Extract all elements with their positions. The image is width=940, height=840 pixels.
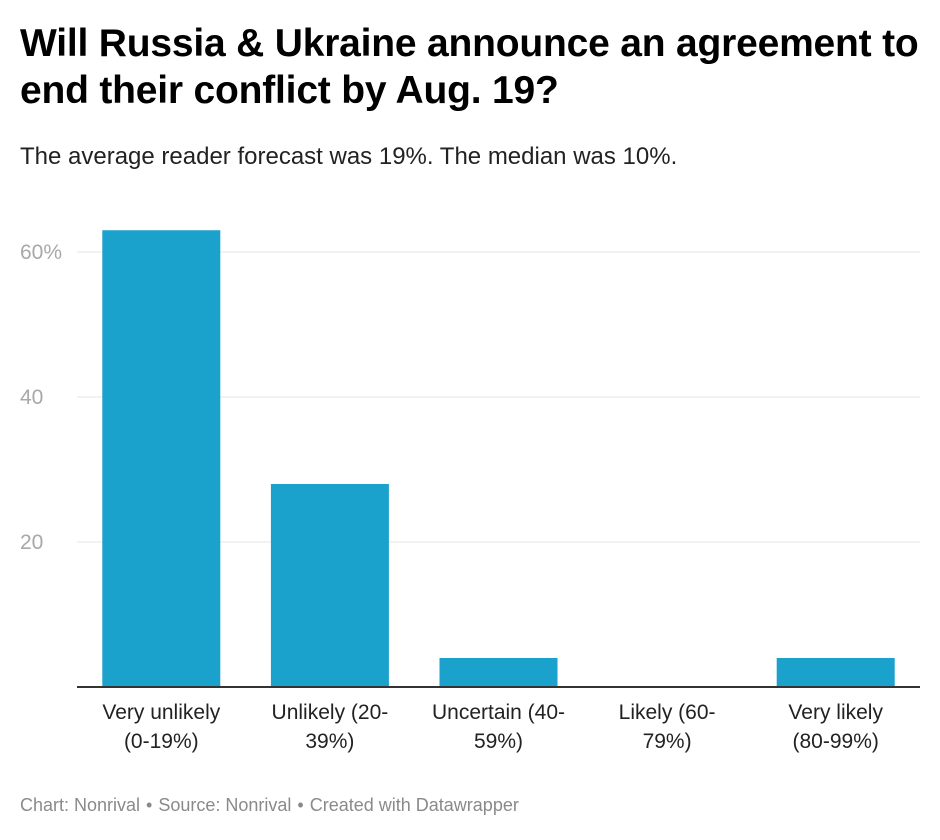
bar	[776, 658, 895, 687]
x-category-label: Very unlikely (0-19%)	[102, 701, 220, 753]
footer-chart-credit: Chart: Nonrival	[20, 795, 141, 815]
footer-separator: •	[146, 795, 153, 815]
chart-subtitle: The average reader forecast was 19%. The…	[20, 143, 678, 170]
bar-chart: 20 40 60% Very unlikely (0-19%) Unlikely (20-…	[20, 230, 920, 753]
chart-title: Will Russia & Ukraine announce an agreem…	[20, 22, 919, 112]
y-tick-label: 40	[20, 386, 43, 409]
x-category-label: Uncertain (40-59%)	[432, 701, 565, 753]
x-category-label: Likely (60-79%)	[619, 701, 716, 753]
chart-footer: Chart: Nonrival • Source: Nonrival • Created…	[20, 795, 519, 816]
bar	[270, 484, 389, 687]
y-tick-label: 20	[20, 531, 43, 554]
bar	[439, 658, 558, 687]
x-category-label: Very likely (80-99%)	[788, 701, 883, 753]
footer-created-with: Created with Datawrapper	[309, 795, 519, 815]
x-category-label: Unlikely (20-39%)	[272, 701, 389, 753]
footer-separator: •	[297, 795, 304, 815]
y-tick-label: 60%	[20, 241, 62, 264]
footer-source: Source: Nonrival	[158, 795, 292, 815]
bar	[102, 230, 221, 687]
